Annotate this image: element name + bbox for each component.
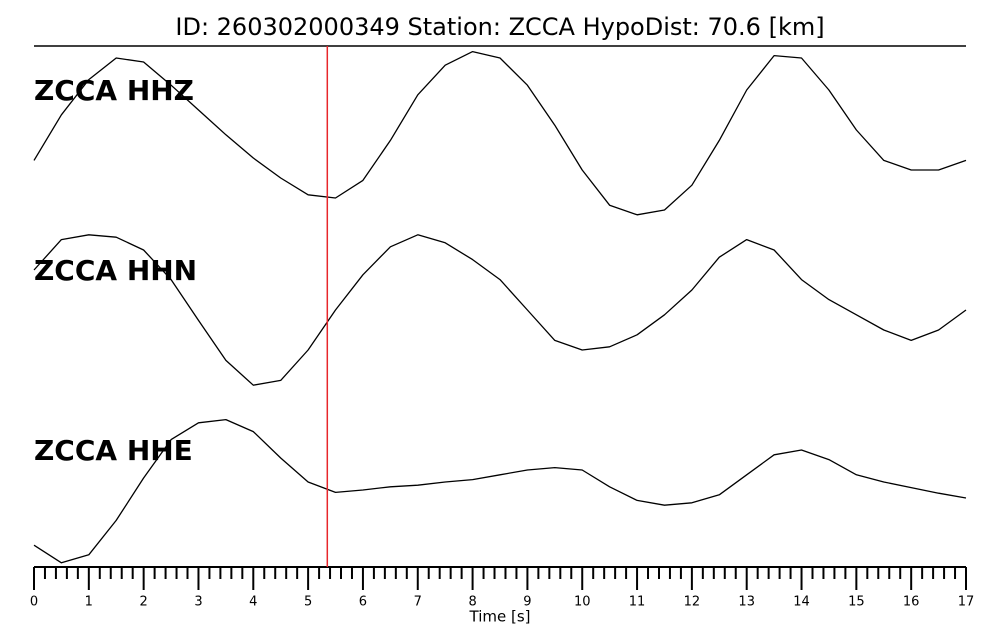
- x-tick-label: 14: [793, 595, 810, 610]
- trace: [33, 418, 967, 564]
- x-tick-label: 11: [629, 595, 646, 610]
- x-axis-label: Time [s]: [469, 608, 531, 626]
- x-tick-label: 5: [304, 595, 312, 610]
- x-tick-label: 3: [194, 595, 202, 610]
- x-tick-label: 15: [848, 595, 865, 610]
- x-tick-label: 6: [359, 595, 367, 610]
- trace: [33, 234, 967, 386]
- trace-label: ZCCA HHE: [34, 434, 193, 467]
- trace-label: ZCCA HHN: [34, 254, 197, 287]
- x-tick-label: 16: [903, 595, 920, 610]
- x-tick-label: 7: [414, 595, 422, 610]
- trace-label: ZCCA HHZ: [34, 74, 194, 107]
- trace: [33, 50, 967, 216]
- x-tick-label: 17: [958, 595, 975, 610]
- x-tick-label: 9: [523, 595, 531, 610]
- x-tick-label: 1: [85, 595, 93, 610]
- chart-title: ID: 260302000349 Station: ZCCA HypoDist:…: [175, 13, 824, 41]
- x-tick-label: 12: [684, 595, 701, 610]
- x-tick-label: 4: [249, 595, 257, 610]
- x-tick-label: 8: [468, 595, 476, 610]
- x-tick-label: 2: [140, 595, 148, 610]
- x-tick-label: 0: [30, 595, 38, 610]
- x-tick-label: 10: [574, 595, 591, 610]
- x-tick-label: 13: [738, 595, 755, 610]
